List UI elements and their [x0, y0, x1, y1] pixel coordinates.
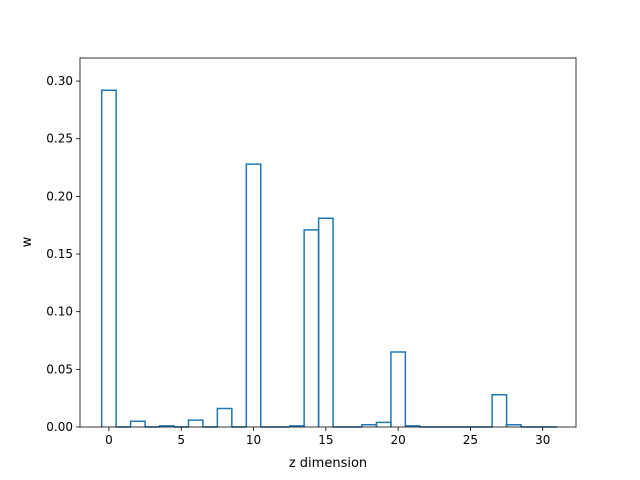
x-tick-label: 30 — [535, 433, 550, 447]
x-tick-label: 20 — [390, 433, 405, 447]
y-axis-label: w — [20, 236, 35, 247]
histogram-bar-0 — [100, 89, 117, 427]
axes-frame — [79, 57, 577, 428]
histogram-bar-21 — [404, 425, 421, 427]
x-tick-label: 10 — [246, 433, 261, 447]
x-tick-label: 15 — [318, 433, 333, 447]
x-axis-ticks: 0 5 10 15 20 25 30 — [105, 427, 550, 447]
x-tick-label: 25 — [463, 433, 478, 447]
histogram-bar-27 — [491, 393, 508, 427]
y-axis-ticks: 0.00 0.05 0.10 0.15 0.20 0.25 0.30 — [46, 74, 80, 434]
y-tick-label: 0.25 — [46, 132, 73, 146]
y-tick-label: 0.05 — [46, 362, 73, 376]
y-tick-label: 0.10 — [46, 305, 73, 319]
histogram-bar-15 — [317, 217, 334, 427]
y-tick-label: 0.20 — [46, 189, 73, 203]
plot-area — [80, 58, 576, 427]
histogram-bar-6 — [187, 419, 204, 427]
histogram-bar-28 — [505, 423, 522, 427]
y-tick-label: 0.00 — [46, 420, 73, 434]
histogram-bar-8 — [216, 407, 233, 427]
x-axis-label: z dimension — [289, 456, 367, 471]
histogram-bar-10 — [245, 163, 262, 427]
y-tick-label: 0.15 — [46, 247, 73, 261]
histogram-bar-2 — [129, 420, 146, 427]
y-tick-label: 0.30 — [46, 74, 73, 88]
histogram-bar-20 — [390, 351, 407, 427]
histogram-bar-4 — [158, 425, 175, 427]
x-tick-label: 0 — [105, 433, 113, 447]
x-tick-label: 5 — [177, 433, 185, 447]
